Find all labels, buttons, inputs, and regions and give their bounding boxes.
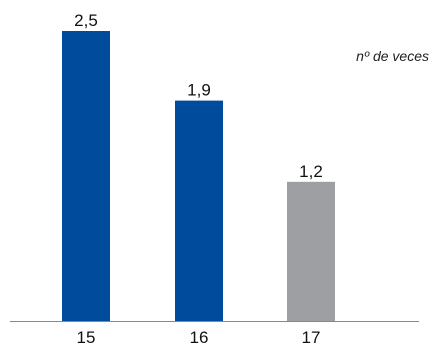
bar-15	[62, 31, 110, 321]
value-label-17: 1,2	[299, 162, 323, 181]
x-tick-label-17: 17	[302, 328, 321, 347]
x-tick-label-15: 15	[77, 328, 96, 347]
unit-note: nº de veces	[356, 48, 429, 64]
x-tick-label-16: 16	[190, 328, 209, 347]
bar-17	[287, 181, 335, 321]
value-label-15: 2,5	[74, 11, 98, 30]
value-label-16: 1,9	[187, 81, 211, 100]
bar-16	[175, 100, 223, 321]
